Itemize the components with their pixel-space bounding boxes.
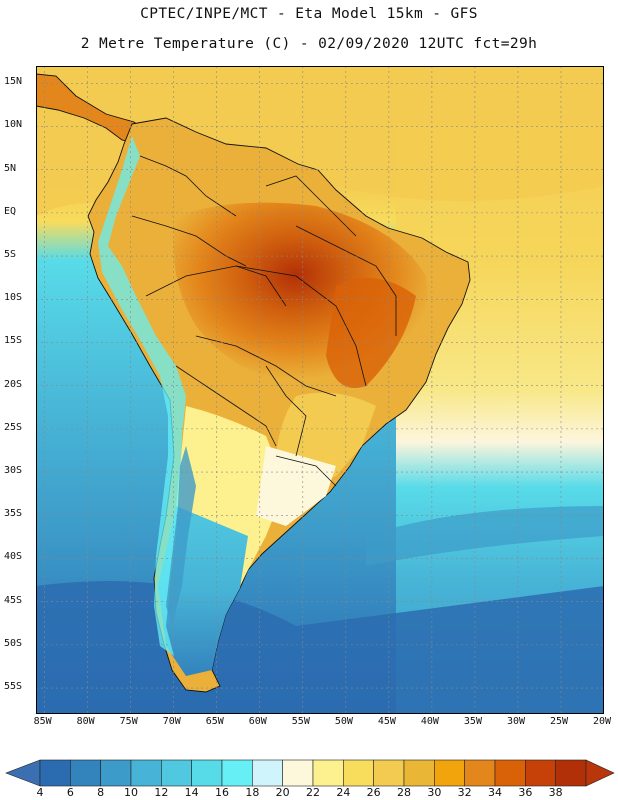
colorbar-cell [100, 759, 132, 787]
colorbar-label: 26 [366, 786, 381, 799]
lon-label-60w: 60W [248, 716, 267, 727]
lat-label-25s: 25S [4, 421, 23, 433]
lon-label-30w: 30W [506, 716, 525, 727]
colorbar-label: 8 [97, 786, 105, 799]
lon-label-45w: 45W [377, 716, 396, 727]
colorbar-cell [282, 759, 314, 787]
lat-label-20s: 20S [4, 378, 23, 390]
country-borders [131, 155, 397, 487]
atlantic-cool-band [366, 506, 604, 566]
colorbar-label: 32 [457, 786, 472, 799]
lon-label-50w: 50W [334, 716, 353, 727]
colorbar-left-arrow [5, 759, 41, 787]
lon-label-20w: 20W [593, 716, 612, 727]
colorbar-label: 16 [215, 786, 229, 799]
lat-label-55s: 55S [4, 681, 23, 693]
colorbar-cell [130, 759, 162, 787]
lon-label-85w: 85W [33, 716, 52, 727]
lon-label-35w: 35W [463, 716, 482, 727]
colorbar-cell [70, 759, 101, 787]
colorbar-label: 6 [66, 786, 74, 799]
colorbar-cell [555, 759, 587, 787]
lat-label-10n: 10N [4, 119, 23, 131]
colorbar-cell [403, 759, 435, 787]
lat-label-30s: 30S [4, 465, 23, 477]
lat-label-5s: 5S [4, 249, 17, 261]
colorbar-label: 34 [488, 786, 502, 799]
colorbar-cell [434, 759, 465, 787]
map-frame [36, 66, 604, 714]
colorbar-label: 10 [124, 786, 138, 799]
colorbar-label: 4 [36, 786, 44, 799]
lon-label-65w: 65W [205, 716, 224, 727]
lon-label-55w: 55W [291, 716, 310, 727]
colorbar-label: 14 [184, 786, 199, 799]
map-title-line-2: 2 Metre Temperature (C) - 02/09/2020 12U… [80, 36, 538, 52]
colorbar-label: 38 [548, 786, 563, 799]
colorbar-label: 20 [275, 786, 290, 799]
andes-cool-stripe [98, 136, 186, 656]
colorbar-right-arrow [585, 759, 615, 787]
lat-label-50s: 50S [4, 637, 23, 649]
lon-label-70w: 70W [162, 716, 181, 727]
lat-label-10s: 10S [4, 292, 23, 304]
colorbar-cell [343, 759, 374, 787]
map-area [36, 66, 604, 714]
lat-label-45s: 45S [4, 594, 23, 606]
map-title-line-1: CPTEC/INPE/MCT - Eta Model 15km - GFS [140, 6, 478, 22]
colorbar-cell [373, 759, 405, 787]
lon-label-80w: 80W [76, 716, 95, 727]
colorbar-label: 22 [306, 786, 320, 799]
lon-label-25w: 25W [549, 716, 569, 727]
lon-label-75w: 75W [119, 716, 138, 727]
hot-east [326, 278, 416, 388]
temperature-map [36, 66, 604, 714]
graticule [36, 66, 604, 714]
lat-label-40s: 40S [4, 551, 23, 563]
colorbar-label: 36 [518, 786, 533, 799]
colorbar-cell [464, 759, 496, 787]
colorbar-label: 12 [154, 786, 169, 799]
colorbar-cell [252, 759, 283, 787]
lat-label-15s: 15S [4, 335, 23, 347]
colorbar-label: 24 [336, 786, 351, 799]
colorbar-label: 30 [427, 786, 442, 799]
colorbar-cell [221, 759, 253, 787]
colorbar-label: 18 [245, 786, 260, 799]
colorbar [5, 759, 615, 787]
colorbar-cell [525, 759, 556, 787]
colorbar-cell [494, 759, 526, 787]
lat-label-5n: 5N [4, 162, 17, 174]
lat-label-15n: 15N [4, 76, 23, 88]
lat-label-35s: 35S [4, 508, 23, 520]
lat-label-eq: EQ [4, 205, 17, 217]
colorbar-cell [191, 759, 223, 787]
colorbar-label: 28 [397, 786, 411, 799]
colorbar-cell [39, 759, 71, 787]
colorbar-cell [161, 759, 192, 787]
lon-label-40w: 40W [420, 716, 439, 727]
colorbar-cell [312, 759, 344, 787]
